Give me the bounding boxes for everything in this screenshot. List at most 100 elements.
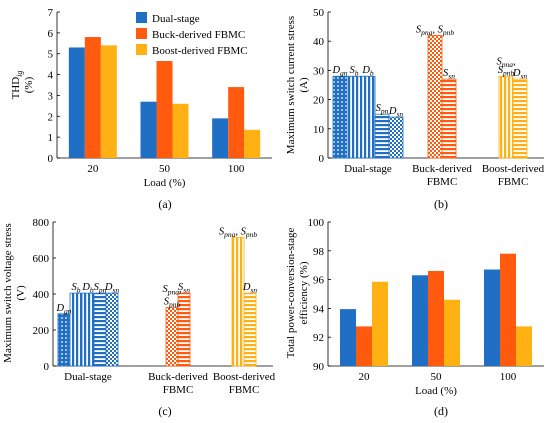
legend: Dual-stage Buck-derived FBMC Boost-derived… [136, 12, 248, 57]
panel-a-caption: (a) [158, 197, 171, 211]
panel-d-y-tick-label: 92 [313, 332, 324, 344]
panel-b-bar-annotation: Spnb [498, 65, 515, 78]
panel-b-bar [498, 75, 514, 159]
panel-b-bar [427, 34, 443, 159]
panel-d-x-tick-label: 100 [500, 371, 517, 383]
panel-a-y-tick-label: 5 [48, 49, 54, 61]
panel-b-x-tick-label: Buck-derived [412, 163, 472, 175]
chart-panel-a: 0 1 2 3 4 5 6 7 20 50 100 Load (%) THDig(%) Dual-stag… [10, 7, 272, 211]
panel-c-bar-annotation: Spn [94, 282, 107, 295]
legend-buck-derived-swatch [136, 28, 147, 39]
panel-d-y-tick-label: 90 [313, 361, 325, 373]
panel-d-y-axis-unit: efficiency (%) [298, 261, 310, 324]
panel-b-y-tick-label: 20 [313, 95, 325, 107]
legend-buck-derived-label: Buck-derived FBMC [152, 29, 245, 41]
panel-a-y-tick-label: 2 [48, 111, 54, 123]
panel-b-bar-annotation: Dsn [512, 68, 528, 81]
panel-b-y-tick-label: 0 [319, 153, 325, 165]
panel-c-bar-annotation: Dsn [242, 282, 258, 295]
panel-b-bar [332, 75, 348, 159]
panel-c-x-tick-label: Boost-derived [213, 371, 276, 383]
chart-panel-d: 90 92 94 96 98 100 20 50 100 Load (%) Total power-… [285, 217, 544, 418]
panel-b-bar-annotation: Ssn [443, 68, 455, 81]
panel-b-bar-annotation: Spna, [496, 56, 515, 69]
panel-a-y-axis-label: THDig [10, 71, 24, 100]
panel-c-bar-annotation: Sb [72, 282, 81, 295]
panel-c-bar [231, 236, 245, 367]
panel-c-y-axis-label: Maximum switch voltage stress [2, 223, 14, 363]
panel-c-y-tick-label: 0 [44, 361, 50, 373]
panel-b-bar [374, 113, 390, 159]
panel-c-y-tick-label: 400 [33, 289, 50, 301]
legend-boost-derived-label: Boost-derived FBMC [152, 45, 248, 57]
panel-c-bar [81, 292, 95, 367]
panel-a-x-tick-label: 20 [87, 163, 99, 175]
panel-b-bar [346, 75, 362, 159]
panel-c-bar-annotation: Db [81, 282, 94, 295]
legend-dual-stage-swatch [136, 12, 147, 23]
panel-b-y-axis-unit: (A) [298, 77, 310, 93]
panel-a-bar [172, 103, 189, 158]
panel-b-bar [388, 116, 404, 159]
panel-d-bar [428, 270, 444, 366]
panel-d-y-axis-label: Total power-conversion-stage [285, 228, 297, 359]
panel-a-y-tick-label: 4 [48, 70, 54, 82]
panel-a-y-tick-label: 7 [48, 7, 54, 19]
panel-c-bar [69, 292, 83, 367]
panel-c-y-tick-label: 800 [33, 217, 50, 229]
panel-c-bar-annotation: Spna, Spnb [219, 226, 258, 239]
legend-boost-derived-swatch [136, 44, 147, 55]
panel-c-x-tick-label: Dual-stage [64, 371, 112, 383]
panel-d-y-tick-label: 98 [313, 246, 325, 258]
panel-a-y-tick-label: 3 [48, 90, 54, 102]
panel-c-bar [57, 313, 71, 367]
panel-a-bar [156, 61, 173, 159]
panel-a-x-tick-label: 100 [228, 163, 245, 175]
panel-c-bar [93, 292, 107, 367]
panel-a-y-tick-label: 0 [48, 153, 54, 165]
panel-b-bar-annotation: Db [361, 65, 374, 78]
panel-d-x-tick-label: 20 [359, 371, 371, 383]
panel-d-bar [484, 269, 500, 366]
panel-b-x-tick-label: FBMC [427, 176, 458, 188]
panel-a-bar [228, 87, 245, 158]
panel-d-bar [444, 299, 460, 366]
panel-c-bar-annotation: Spnb [164, 297, 181, 310]
panel-d-bar [340, 309, 356, 366]
panel-d-bar [372, 281, 388, 366]
panel-d-bar [356, 326, 372, 366]
panel-c-bar [243, 292, 257, 367]
panel-c-bar [105, 292, 119, 367]
panel-d-bar [500, 253, 516, 366]
panel-c-x-tick-label: Buck-derived [148, 371, 208, 383]
panel-c-bar [165, 307, 179, 367]
panel-a-x-tick-label: 50 [159, 163, 171, 175]
panel-d-y-tick-label: 94 [313, 303, 325, 315]
panel-b-bar-annotation: Dgn [331, 65, 347, 78]
panel-c-y-tick-label: 200 [33, 325, 50, 337]
panel-b-bar-annotation: Sb [350, 65, 359, 78]
panel-a-bar [100, 45, 117, 158]
panel-b-bar [441, 78, 457, 159]
panel-a-y-axis-unit: (%) [23, 76, 35, 93]
panel-b-bar-annotation: Dsn [388, 106, 404, 119]
panel-d-y-tick-label: 100 [308, 217, 325, 229]
panel-b-x-tick-label: FBMC [498, 176, 529, 188]
panel-c-y-tick-label: 600 [33, 253, 50, 265]
panel-b-bar [512, 78, 528, 159]
panel-b-bar-annotation: Spna, Spnb [416, 24, 455, 37]
panel-d-caption: (d) [434, 404, 448, 418]
panel-b-bar-annotation: Spn [376, 103, 389, 116]
panel-b-caption: (b) [434, 197, 448, 211]
panel-c-bar-annotation: Dsn [104, 282, 120, 295]
panel-a-bar [244, 129, 261, 158]
panel-c-caption: (c) [158, 404, 171, 418]
panel-d-x-tick-label: 50 [431, 371, 443, 383]
panel-b-bar [360, 75, 376, 159]
panel-b-x-tick-label: Dual-stage [344, 163, 392, 175]
panel-d-x-axis-label: Load (%) [415, 385, 457, 397]
panel-a-y-tick-label: 6 [48, 28, 54, 40]
